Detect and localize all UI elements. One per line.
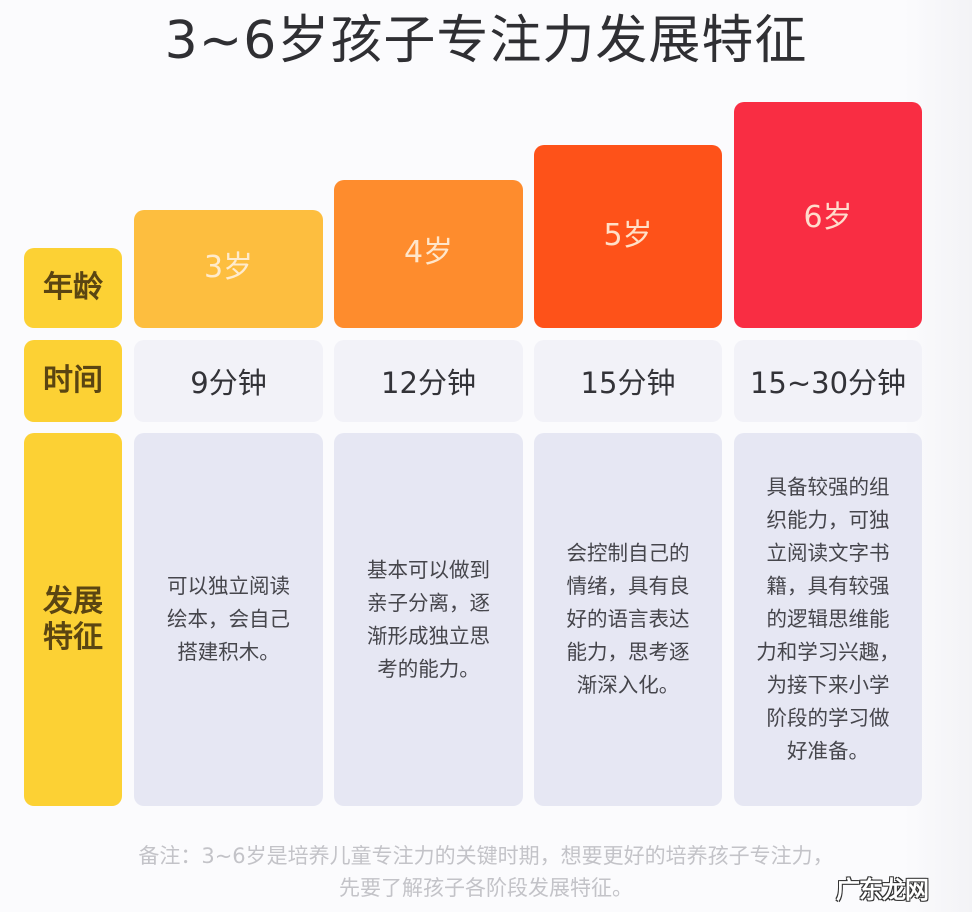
time-cell-5: 15分钟 — [534, 340, 722, 422]
feature-text: 具备较强的组 织能力，可独 立阅读文字书 籍，具有较强 的逻辑思维能 力和学习兴… — [756, 475, 900, 763]
time-cell-6: 15~30分钟 — [734, 340, 922, 422]
row-label-age: 年龄 — [24, 248, 122, 328]
feature-cell-6: 具备较强的组 织能力，可独 立阅读文字书 籍，具有较强 的逻辑思维能 力和学习兴… — [734, 433, 922, 806]
page-title: 3~6岁孩子专注力发展特征 — [164, 11, 808, 71]
age-label: 4岁 — [403, 235, 454, 270]
feature-cell-5: 会控制自己的 情绪，具有良 好的语言表达 能力，思考逐 渐深入化。 — [534, 433, 722, 806]
footnote-line-1: 备注：3~6岁是培养儿童专注力的关键时期，想要更好的培养孩子专注力， — [138, 844, 834, 868]
time-value: 15~30分钟 — [749, 366, 907, 400]
age-box-6: 6岁 — [734, 102, 922, 328]
row-label-time-text: 时间 — [43, 363, 103, 398]
feature-cell-3: 可以独立阅读 绘本，会自己 搭建积木。 — [134, 433, 323, 806]
time-value: 9分钟 — [190, 366, 267, 400]
row-label-time: 时间 — [24, 340, 122, 422]
time-cell-3: 9分钟 — [134, 340, 323, 422]
row-label-age-text: 年龄 — [43, 270, 103, 305]
watermark-logo: 广东龙网 — [836, 876, 929, 904]
time-value: 12分钟 — [381, 366, 476, 400]
feature-text: 会控制自己的 情绪，具有良 好的语言表达 能力，思考逐 渐深入化。 — [566, 541, 690, 697]
footnote-line-2: 先要了解孩子各阶段发展特征。 — [339, 876, 633, 900]
time-value: 15分钟 — [580, 366, 676, 400]
age-box-5: 5岁 — [534, 145, 722, 328]
age-box-4: 4岁 — [334, 180, 523, 328]
time-cell-4: 12分钟 — [334, 340, 523, 422]
row-label-features-text: 发展 特征 — [43, 583, 103, 655]
feature-text: 可以独立阅读 绘本，会自己 搭建积木。 — [167, 574, 290, 664]
age-box-3: 3岁 — [134, 210, 323, 328]
age-label: 6岁 — [803, 200, 853, 235]
feature-text: 基本可以做到 亲子分离，逐 渐形成独立思 考的能力。 — [367, 557, 490, 681]
row-label-features: 发展 特征 — [24, 433, 122, 806]
age-label: 3岁 — [203, 250, 254, 285]
age-label: 5岁 — [603, 217, 653, 253]
feature-cell-4: 基本可以做到 亲子分离，逐 渐形成独立思 考的能力。 — [334, 433, 523, 806]
